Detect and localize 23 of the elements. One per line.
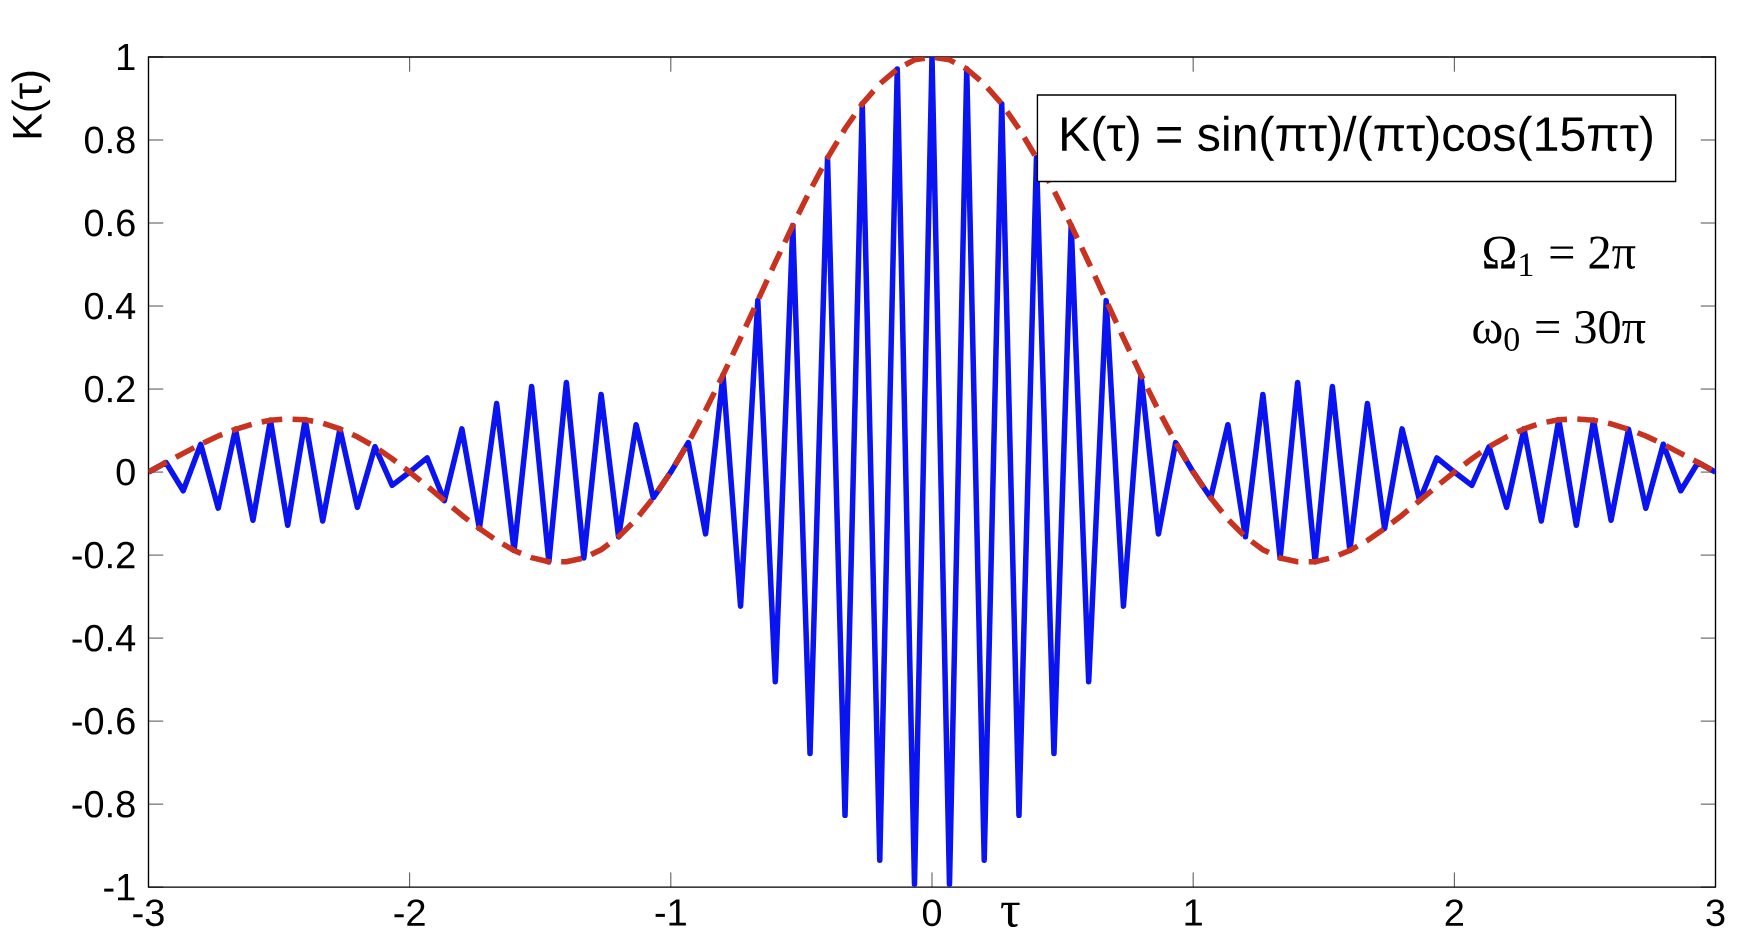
x-tick-label: 0 (922, 899, 942, 927)
y-tick-label: 0 (116, 458, 135, 486)
y-tick-label: 0.8 (84, 126, 135, 154)
y-axis-title: K(τ) (11, 71, 51, 138)
x-tick-label: 3 (1706, 899, 1725, 927)
y-tick-label: 1 (118, 44, 135, 71)
x-tick-label: -2 (394, 899, 425, 927)
y-tick-label: 0.2 (84, 375, 135, 403)
x-tick-label: 2 (1445, 899, 1463, 927)
annotation: Ω$_{1}$ = 2π (1484, 236, 1636, 277)
y-tick-label: -0.6 (72, 707, 135, 735)
annotation: ω$_{0}$ = 30π (1473, 311, 1646, 352)
y-tick-label: -0.4 (72, 624, 136, 652)
x-axis-title: τ (1001, 903, 1020, 928)
x-tick-label: -1 (655, 899, 686, 926)
annotation: K(τ) = sin(πτ)/(πτ)cos(15πτ) (1062, 115, 1652, 161)
x-tick-label: -3 (133, 899, 164, 927)
y-tick-label: -0.8 (72, 790, 135, 818)
y-tick-label: -0.2 (72, 541, 135, 569)
x-tick-label: 1 (1185, 899, 1202, 926)
y-tick-label: 0.6 (84, 209, 135, 237)
y-tick-label: -1 (104, 874, 135, 901)
y-tick-label: 0.4 (84, 292, 136, 320)
